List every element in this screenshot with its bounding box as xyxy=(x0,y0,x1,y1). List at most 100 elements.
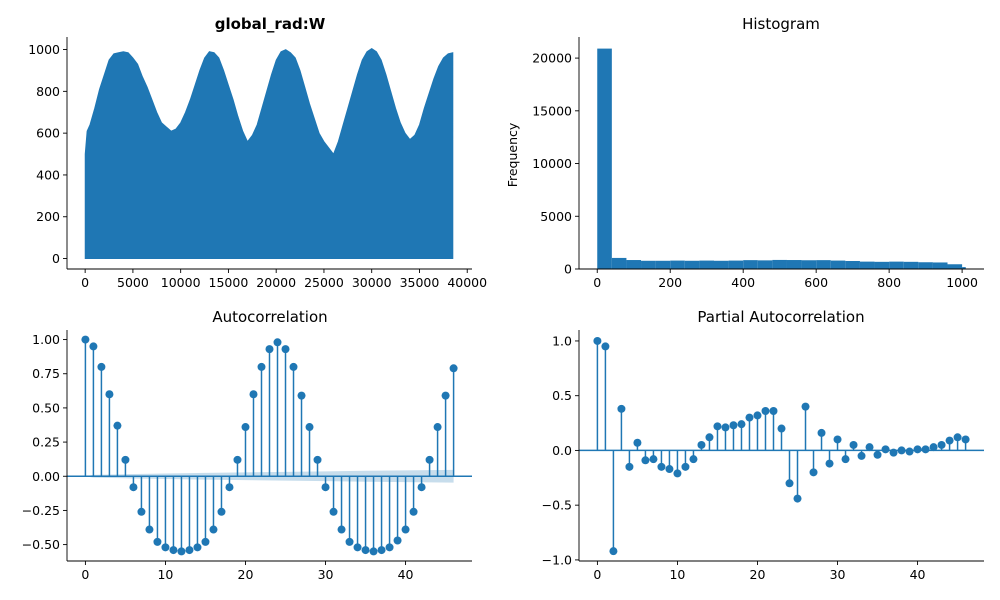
pacf-point xyxy=(825,459,834,468)
pacf-point xyxy=(849,440,858,449)
timeseries-y-tick-label: 600 xyxy=(36,126,60,141)
pacf-point xyxy=(681,462,690,471)
pacf-x-tick-label: 0 xyxy=(593,567,601,582)
histogram-y-tick-label: 5000 xyxy=(540,209,572,224)
pacf-point xyxy=(937,440,946,449)
pacf-x-tick-label: 40 xyxy=(910,567,926,582)
histogram-bar xyxy=(830,260,846,269)
pacf-x-tick-label: 20 xyxy=(750,567,766,582)
histogram-bar xyxy=(714,260,729,269)
timeseries-x-tick-label: 20000 xyxy=(256,275,296,290)
histogram-bar xyxy=(845,260,860,269)
acf-point xyxy=(321,483,330,492)
pacf-point xyxy=(881,445,890,454)
acf-point xyxy=(145,525,154,534)
timeseries-y-tick-label: 1000 xyxy=(28,42,60,57)
pacf-point xyxy=(873,450,882,459)
pacf-point xyxy=(697,440,706,449)
pacf-point xyxy=(617,404,626,413)
acf-point xyxy=(377,546,386,555)
acf-y-tick-label: 0.75 xyxy=(32,366,60,381)
timeseries-y-tick-label: 200 xyxy=(36,209,60,224)
pacf-x-tick-label: 30 xyxy=(830,567,846,582)
pacf-point xyxy=(913,445,922,454)
acf-point xyxy=(273,338,282,347)
acf-point xyxy=(129,483,138,492)
histogram-title: Histogram xyxy=(742,15,820,33)
histogram-x-tick-label: 800 xyxy=(877,275,901,290)
pacf-panel: Partial Autocorrelation 0 10 20 30 40 −1.0 −0.… xyxy=(542,308,984,582)
pacf-point xyxy=(793,494,802,503)
pacf-point xyxy=(737,420,746,429)
histogram-bar xyxy=(611,257,627,269)
pacf-point xyxy=(721,423,730,432)
pacf-title: Partial Autocorrelation xyxy=(697,308,864,326)
acf-x-tick-label: 0 xyxy=(81,567,89,582)
histogram-bar xyxy=(962,267,966,269)
acf-point xyxy=(81,335,90,344)
pacf-point xyxy=(761,407,770,416)
pacf-point xyxy=(905,447,914,456)
acf-point xyxy=(433,423,442,432)
histogram-ylabel: Frequency xyxy=(505,122,520,187)
histogram-bar xyxy=(874,261,890,269)
pacf-point xyxy=(633,438,642,447)
pacf-point xyxy=(897,446,906,455)
acf-point xyxy=(281,345,290,354)
histogram-bar xyxy=(918,262,933,269)
acf-point xyxy=(361,546,370,555)
pacf-point xyxy=(753,411,762,420)
histogram-bar xyxy=(889,261,904,269)
histogram-y-tick-label: 0 xyxy=(564,262,572,277)
pacf-y-tick-label: −0.5 xyxy=(542,498,572,513)
acf-point xyxy=(345,537,354,546)
acf-point xyxy=(201,537,210,546)
pacf-point xyxy=(609,547,618,556)
acf-point xyxy=(369,547,378,556)
pacf-x-tick-label: 10 xyxy=(669,567,685,582)
pacf-point xyxy=(817,428,826,437)
timeseries-x-tick-label: 35000 xyxy=(400,275,440,290)
histogram-y-tick-label: 10000 xyxy=(532,156,572,171)
acf-panel: Autocorrelation 0 10 20 30 40 −0.50 −0.25 0.00 0… xyxy=(22,308,472,582)
timeseries-title: global_rad:W xyxy=(215,15,326,33)
pacf-point xyxy=(961,435,970,444)
histogram-x-tick-label: 1000 xyxy=(946,275,978,290)
pacf-point xyxy=(777,424,786,433)
pacf-point xyxy=(593,336,602,345)
pacf-point xyxy=(945,436,954,445)
acf-point xyxy=(401,525,410,534)
acf-point xyxy=(185,546,194,555)
pacf-point xyxy=(601,342,610,351)
acf-point xyxy=(97,362,106,371)
histogram-bar xyxy=(801,260,817,269)
pacf-point xyxy=(673,469,682,478)
pacf-point xyxy=(857,451,866,460)
histogram-bar xyxy=(757,260,773,269)
acf-title: Autocorrelation xyxy=(212,308,327,326)
pacf-point xyxy=(889,448,898,457)
pacf-point xyxy=(865,443,874,452)
timeseries-y-tick-label: 400 xyxy=(36,167,60,182)
histogram-bar xyxy=(947,264,963,269)
pacf-point xyxy=(641,456,650,465)
timeseries-x-tick-label: 30000 xyxy=(352,275,392,290)
pacf-point xyxy=(953,433,962,442)
acf-point xyxy=(209,525,218,534)
pacf-point xyxy=(785,479,794,488)
acf-point xyxy=(217,507,226,516)
pacf-point xyxy=(801,402,810,411)
acf-point xyxy=(177,547,186,556)
pacf-point xyxy=(841,455,850,464)
acf-y-tick-label: −0.50 xyxy=(22,537,60,552)
histogram-bar xyxy=(597,48,612,269)
acf-y-tick-label: 0.50 xyxy=(32,400,60,415)
acf-point xyxy=(233,455,242,464)
timeseries-x-tick-label: 5000 xyxy=(117,275,149,290)
acf-x-tick-label: 40 xyxy=(398,567,414,582)
acf-point xyxy=(385,543,394,552)
acf-point xyxy=(137,507,146,516)
pacf-point xyxy=(929,443,938,452)
acf-point xyxy=(409,507,418,516)
acf-y-tick-label: 0.25 xyxy=(32,435,60,450)
